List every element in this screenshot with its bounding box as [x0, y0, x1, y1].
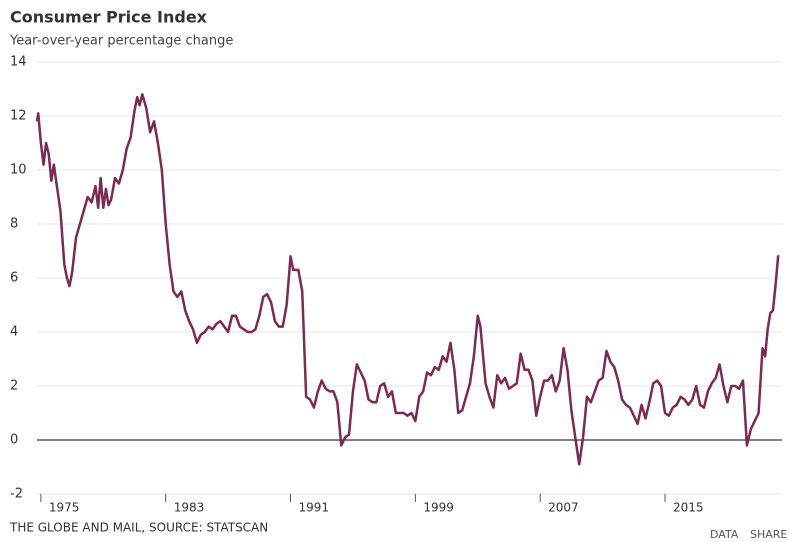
x-tick-label: 2015: [673, 501, 704, 515]
y-tick-label: -2: [10, 487, 23, 502]
y-tick-label: 0: [10, 433, 18, 448]
x-tick-label: 1991: [299, 501, 330, 515]
chart-title: Consumer Price Index: [10, 8, 208, 27]
data-link[interactable]: DATA: [710, 528, 739, 541]
cpi-line: [35, 93, 780, 466]
x-tick-label: 2007: [548, 501, 579, 515]
share-link[interactable]: SHARE: [750, 528, 787, 541]
y-tick-label: 8: [10, 217, 18, 232]
y-tick-label: 2: [10, 379, 18, 394]
chart-subtitle: Year-over-year percentage change: [9, 34, 233, 49]
y-tick-label: 6: [10, 271, 18, 286]
y-tick-label: 4: [10, 325, 18, 340]
source: THE GLOBE AND MAIL, SOURCE: STATSCAN: [9, 521, 268, 535]
y-tick-label: 14: [10, 55, 27, 70]
y-tick-label: 12: [10, 109, 27, 124]
x-tick-label: 1983: [174, 501, 205, 515]
x-tick-label: 1975: [49, 501, 80, 515]
x-tick-label: 1999: [423, 501, 454, 515]
y-tick-label: 10: [10, 163, 27, 178]
